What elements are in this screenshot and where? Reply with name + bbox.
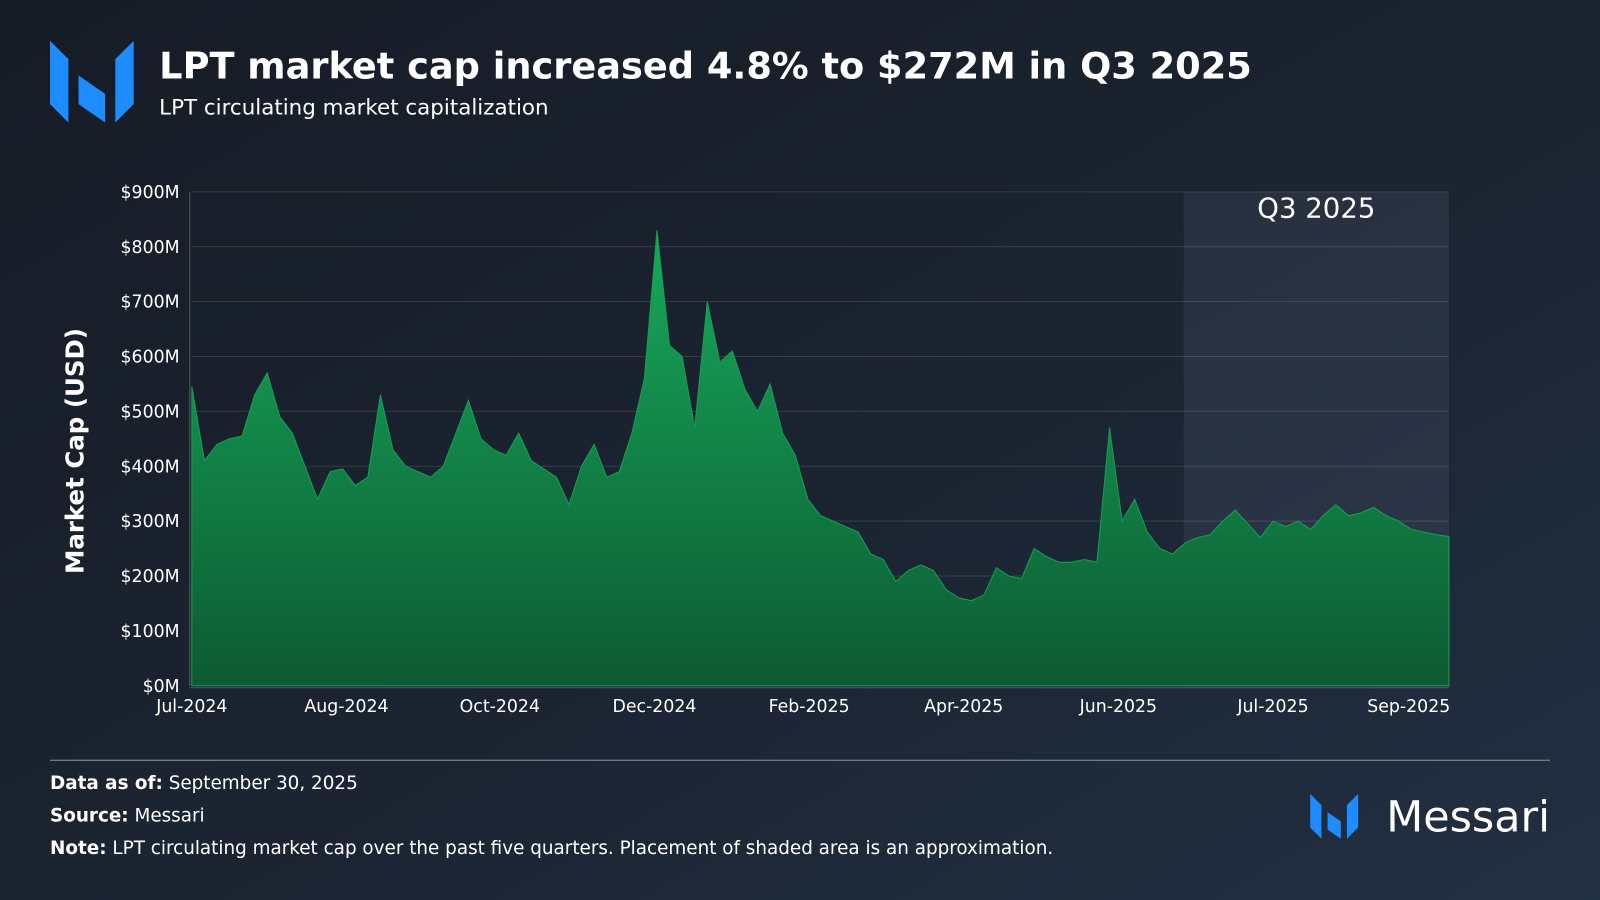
- y-tick-label: $800M: [121, 238, 180, 258]
- chart-subtitle: LPT circulating market capitalization: [159, 95, 548, 120]
- shade-label: Q3 2025: [1257, 192, 1375, 224]
- y-tick-label: $400M: [121, 457, 180, 477]
- label: Source:: [50, 805, 129, 826]
- y-tick-label: $500M: [121, 402, 180, 422]
- label: Data as of:: [50, 773, 163, 794]
- y-axis-label: Market Cap (USD): [61, 328, 90, 574]
- value: LPT circulating market cap over the past…: [112, 838, 1053, 859]
- footer-data-as-of: Data as of: September 30, 2025: [50, 773, 358, 794]
- x-tick-label: Aug-2024: [304, 697, 388, 717]
- chart-title: LPT market cap increased 4.8% to $272M i…: [159, 45, 1252, 88]
- y-tick-label: $100M: [121, 622, 180, 642]
- area: [191, 230, 1450, 687]
- y-tick-label: $900M: [121, 183, 180, 203]
- x-tick-label: Dec-2024: [613, 697, 697, 717]
- brand-logo: [1310, 793, 1359, 839]
- value: Messari: [134, 805, 204, 826]
- y-tick-label: $300M: [121, 512, 180, 532]
- x-tick-label: Jul-2024: [155, 697, 227, 717]
- x-tick-label: Jul-2025: [1236, 697, 1308, 717]
- logo: [50, 40, 134, 123]
- x-tick-label: Apr-2025: [924, 697, 1003, 717]
- y-tick-label: $200M: [121, 567, 180, 587]
- footer-note: Note: LPT circulating market cap over th…: [50, 838, 1053, 859]
- brand-name: Messari: [1386, 793, 1550, 843]
- x-tick-label: Jun-2025: [1079, 697, 1157, 717]
- value: September 30, 2025: [169, 773, 358, 794]
- y-tick-label: $700M: [121, 293, 180, 313]
- x-tick-label: Oct-2024: [460, 697, 540, 717]
- y-tick-label: $600M: [121, 348, 180, 368]
- footer-source: Source: Messari: [50, 805, 205, 826]
- x-tick-label: Sep-2025: [1367, 697, 1450, 717]
- y-tick-label: $0M: [143, 677, 180, 697]
- x-tick-label: Feb-2025: [769, 697, 850, 717]
- label: Note:: [50, 838, 107, 859]
